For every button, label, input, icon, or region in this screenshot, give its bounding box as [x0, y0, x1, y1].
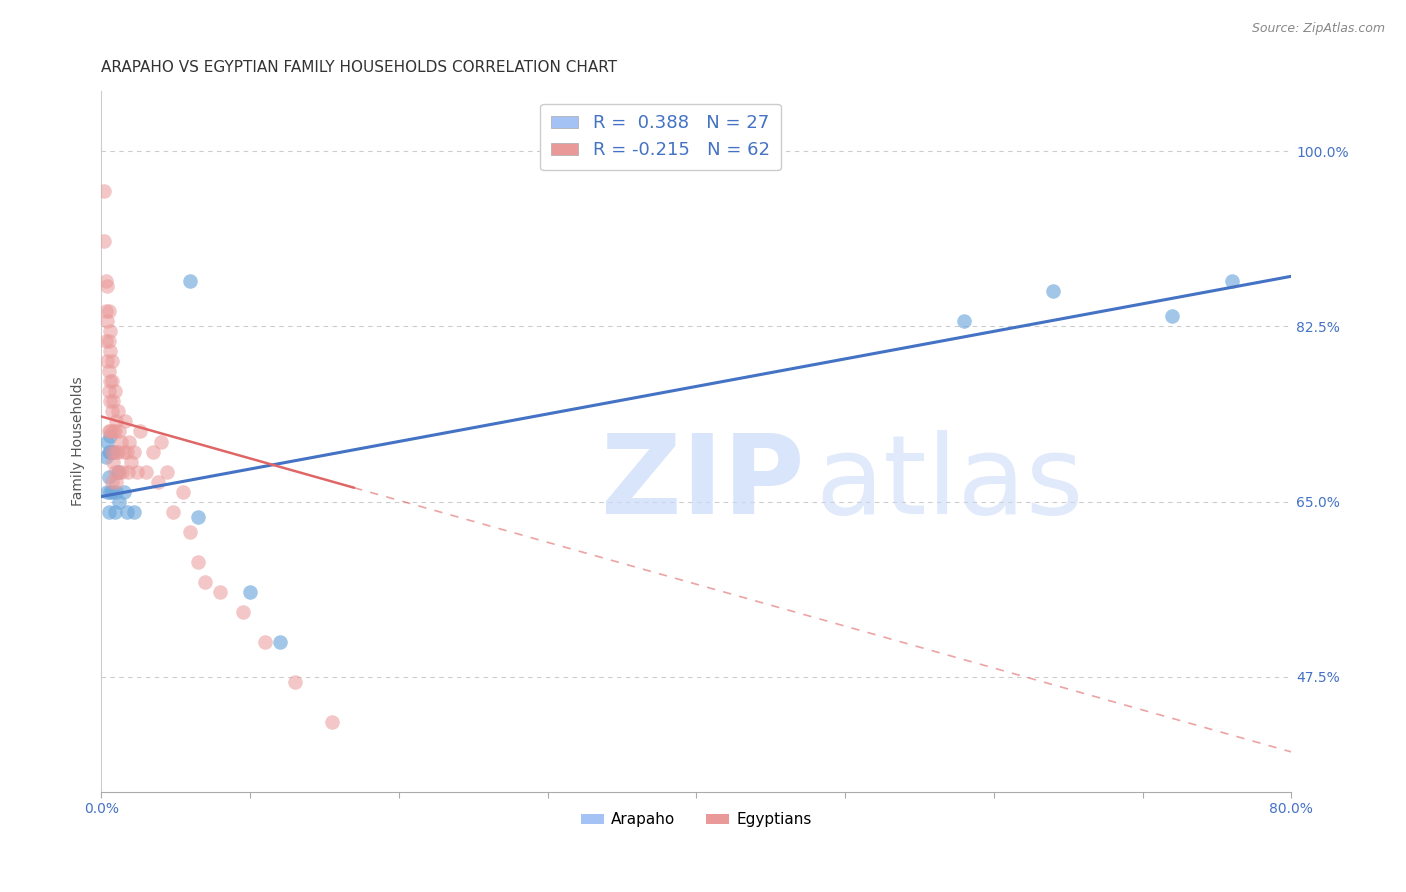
Point — [97, 364, 120, 378]
Point — [118, 434, 141, 449]
Point — [112, 484, 135, 499]
Point — [98, 484, 121, 499]
Point — [321, 714, 343, 729]
Point — [101, 444, 124, 458]
Point — [94, 450, 117, 464]
Point — [94, 304, 117, 318]
Point — [107, 404, 129, 418]
Point — [162, 505, 184, 519]
Point — [953, 314, 976, 328]
Point — [284, 674, 307, 689]
Point — [194, 574, 217, 589]
Point — [94, 274, 117, 288]
Point — [101, 394, 124, 409]
Point — [111, 465, 134, 479]
Point — [187, 509, 209, 524]
Point — [100, 375, 122, 389]
Point — [105, 415, 128, 429]
Point — [96, 354, 118, 368]
Point — [105, 475, 128, 489]
Point — [96, 314, 118, 328]
Point — [112, 444, 135, 458]
Point — [100, 404, 122, 418]
Point — [98, 444, 121, 458]
Point — [94, 334, 117, 349]
Point — [110, 434, 132, 449]
Point — [179, 524, 201, 539]
Point — [104, 384, 127, 399]
Point — [97, 384, 120, 399]
Point — [96, 434, 118, 449]
Point — [100, 444, 122, 458]
Point — [108, 494, 131, 508]
Point — [98, 375, 121, 389]
Point — [108, 425, 131, 439]
Point — [187, 555, 209, 569]
Point — [120, 454, 142, 468]
Point — [105, 484, 128, 499]
Point — [97, 505, 120, 519]
Point — [98, 324, 121, 338]
Point — [156, 465, 179, 479]
Point — [115, 444, 138, 458]
Point — [96, 279, 118, 293]
Point — [100, 444, 122, 458]
Point — [114, 415, 136, 429]
Point — [117, 465, 139, 479]
Point — [253, 634, 276, 648]
Point — [100, 475, 122, 489]
Point — [93, 234, 115, 248]
Text: atlas: atlas — [815, 430, 1084, 537]
Point — [97, 334, 120, 349]
Point — [104, 465, 127, 479]
Point — [97, 425, 120, 439]
Point — [100, 354, 122, 368]
Point — [98, 429, 121, 443]
Point — [239, 584, 262, 599]
Point — [232, 605, 254, 619]
Point — [101, 425, 124, 439]
Point — [98, 344, 121, 359]
Point — [104, 425, 127, 439]
Point — [1161, 310, 1184, 324]
Text: ARAPAHO VS EGYPTIAN FAMILY HOUSEHOLDS CORRELATION CHART: ARAPAHO VS EGYPTIAN FAMILY HOUSEHOLDS CO… — [101, 60, 617, 75]
Point — [108, 465, 131, 479]
Point — [100, 484, 122, 499]
Point — [142, 444, 165, 458]
Point — [115, 505, 138, 519]
Point — [135, 465, 157, 479]
Point — [146, 475, 169, 489]
Point — [97, 444, 120, 458]
Point — [122, 444, 145, 458]
Point — [93, 184, 115, 198]
Point — [125, 465, 148, 479]
Point — [98, 394, 121, 409]
Point — [107, 444, 129, 458]
Point — [172, 484, 194, 499]
Point — [209, 584, 232, 599]
Point — [105, 444, 128, 458]
Point — [97, 304, 120, 318]
Point — [97, 469, 120, 483]
Point — [104, 505, 127, 519]
Point — [1220, 274, 1243, 288]
Text: Source: ZipAtlas.com: Source: ZipAtlas.com — [1251, 22, 1385, 36]
Point — [98, 425, 121, 439]
Point — [128, 425, 150, 439]
Point — [1042, 285, 1064, 299]
Point — [179, 274, 201, 288]
Point — [149, 434, 172, 449]
Point — [107, 465, 129, 479]
Y-axis label: Family Households: Family Households — [72, 376, 86, 507]
Point — [96, 484, 118, 499]
Point — [122, 505, 145, 519]
Point — [269, 634, 291, 648]
Legend: Arapaho, Egyptians: Arapaho, Egyptians — [575, 806, 818, 833]
Point — [101, 454, 124, 468]
Text: ZIP: ZIP — [600, 430, 804, 537]
